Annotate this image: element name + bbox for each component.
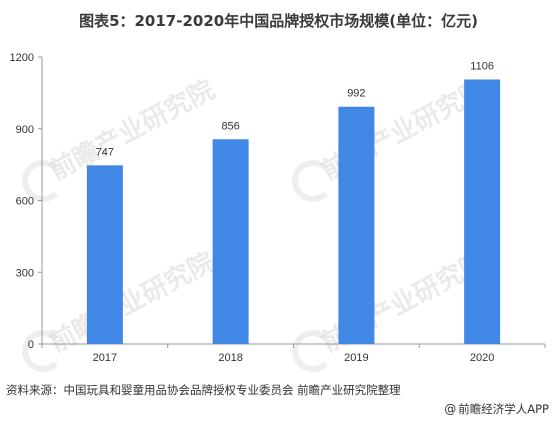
data-label: 992 <box>347 88 365 100</box>
at-sign-icon: @ <box>444 402 457 416</box>
data-label: 1106 <box>470 60 494 72</box>
y-tick-label: 600 <box>16 196 34 208</box>
bar <box>464 79 501 345</box>
data-label: 747 <box>96 146 114 158</box>
brand-footer: @ 前瞻经济学人APP <box>444 401 549 417</box>
x-tick-label: 2018 <box>218 352 242 364</box>
chart-title: 图表5：2017-2020年中国品牌授权市场规模(单位：亿元) <box>79 12 478 30</box>
y-tick-label: 900 <box>16 124 34 136</box>
y-tick-label: 0 <box>28 339 34 351</box>
y-tick-label: 300 <box>16 267 34 279</box>
x-tick-label: 2019 <box>344 352 368 364</box>
x-tick-label: 2017 <box>93 352 117 364</box>
data-label: 856 <box>221 120 239 132</box>
bar <box>212 139 249 344</box>
source-note: 资料来源：中国玩具和婴童用品协会品牌授权专业委员会 前瞻产业研究院整理 <box>6 383 401 397</box>
bar <box>338 106 375 344</box>
bar <box>86 165 123 344</box>
y-tick-label: 1200 <box>10 52 34 64</box>
x-tick-label: 2020 <box>470 352 494 364</box>
brand-label: 前瞻经济学人APP <box>458 402 549 416</box>
